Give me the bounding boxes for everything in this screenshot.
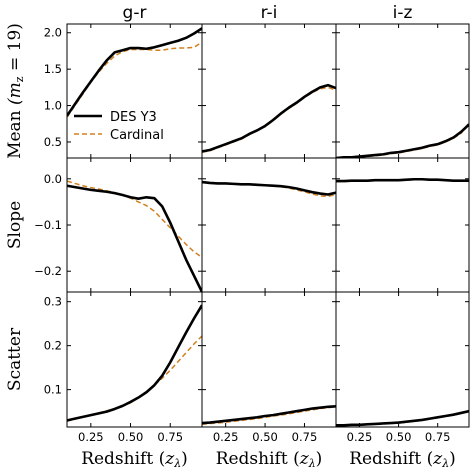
panel-frame — [66, 157, 203, 293]
y-tick-label: 0.3 — [44, 295, 62, 309]
x-tick-label: 0.25 — [78, 430, 104, 444]
panel-r-i-scatter — [201, 291, 337, 428]
legend: DES Y3 Cardinal — [74, 110, 164, 143]
des-y3-line — [202, 180, 336, 196]
panel-i-z-scatter — [335, 291, 470, 428]
x-tick-label: 0.50 — [386, 430, 412, 444]
des-y3-line — [202, 83, 336, 153]
panel-i-z-slope — [335, 157, 470, 293]
y-tick-label: 0.5 — [44, 135, 62, 149]
column-title: i-z — [393, 3, 413, 23]
legend-label: DES Y3 — [110, 110, 157, 125]
des-y3-line — [336, 177, 469, 183]
des-y3-line — [336, 123, 469, 158]
panel-frame — [66, 291, 203, 428]
y-tick-label: −0.2 — [34, 264, 62, 278]
y-tick-label: 0.2 — [44, 339, 62, 353]
y-axis-title: Mean (mz = 19) — [5, 23, 26, 159]
des-y3-line — [67, 304, 202, 422]
panel-frame — [335, 291, 470, 428]
des-y3-line — [67, 27, 202, 117]
panel-frame — [201, 291, 337, 428]
y-axis-title: Scatter — [5, 327, 25, 391]
y-tick-label: 0.0 — [44, 172, 62, 186]
panel-frame — [335, 157, 470, 293]
cardinal-line — [67, 41, 202, 118]
column-title: r-i — [261, 3, 278, 23]
des-y3-line — [67, 184, 202, 292]
column-title: g-r — [123, 3, 147, 23]
y-tick-label: 2.0 — [44, 26, 62, 40]
cardinal-line — [202, 86, 336, 153]
x-axis-title: Redshift (zλ) — [216, 449, 323, 470]
y-tick-label: −0.1 — [34, 218, 62, 232]
des-y3-line — [336, 409, 469, 427]
x-tick-label: 0.50 — [118, 430, 144, 444]
panel-frame — [335, 23, 470, 159]
legend-label: Cardinal — [110, 128, 164, 143]
x-axis-title: Redshift (zλ) — [349, 449, 456, 470]
x-tick-label: 0.50 — [252, 430, 278, 444]
des-y3-line — [202, 405, 336, 425]
y-tick-label: 1.5 — [44, 62, 62, 76]
x-axis-title: Redshift (zλ) — [81, 449, 188, 470]
panel-g-r-slope — [66, 157, 203, 293]
cardinal-line — [67, 335, 202, 423]
panel-frame — [201, 157, 337, 293]
x-tick-label: 0.25 — [347, 430, 373, 444]
panel-i-z-mean — [335, 23, 470, 159]
x-tick-label: 0.75 — [425, 430, 451, 444]
panel-r-i-slope — [201, 157, 337, 293]
x-tick-label: 0.75 — [157, 430, 183, 444]
y-tick-label: 1.0 — [44, 99, 62, 113]
x-tick-label: 0.25 — [213, 430, 239, 444]
cardinal-line — [67, 180, 202, 258]
panel-grid — [66, 23, 470, 428]
y-tick-label: 0.1 — [44, 383, 62, 397]
panel-g-r-scatter — [66, 291, 203, 428]
figure-labels: 0.5 1.0 1.5 2.0 Mean (mz = 19) −0.2 −0.1 0.0 Slo… — [5, 3, 456, 470]
y-axis-title: Slope — [5, 201, 25, 249]
panel-r-i-mean — [201, 23, 337, 159]
x-tick-label: 0.75 — [292, 430, 318, 444]
